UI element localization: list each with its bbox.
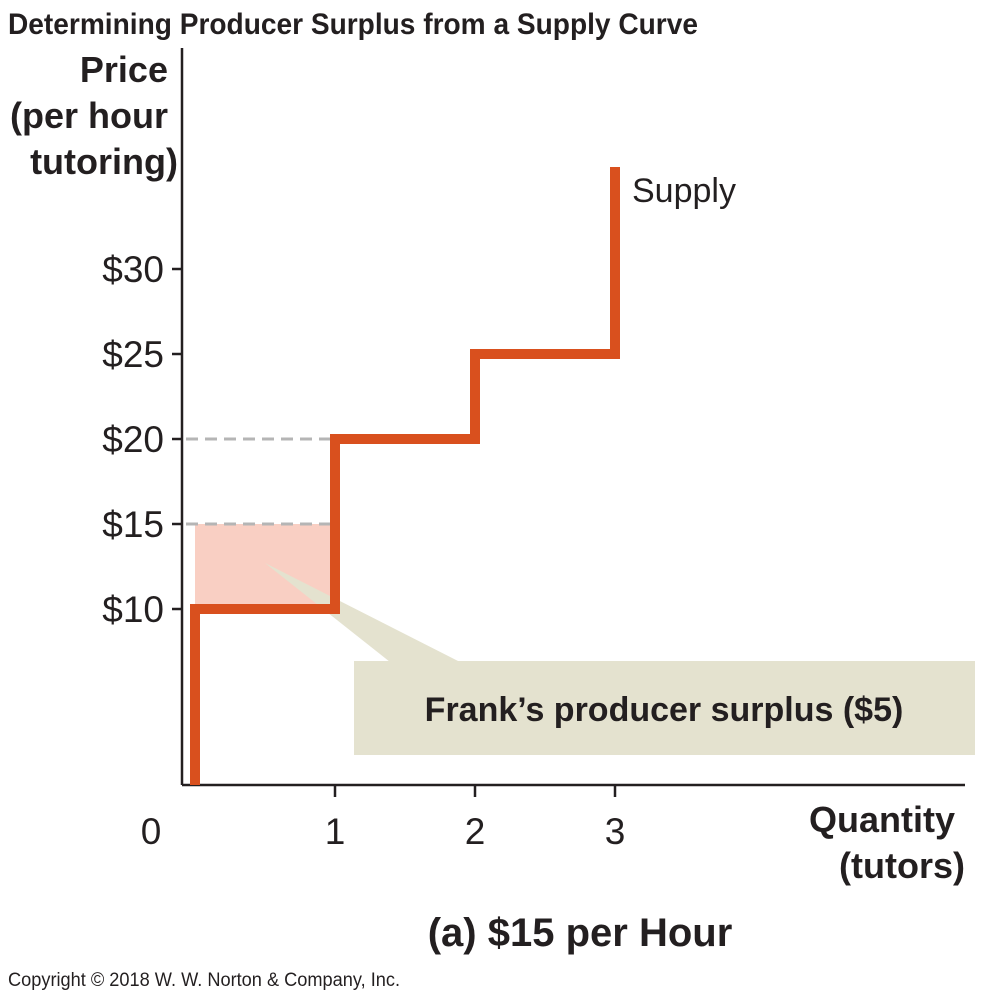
- y-axis-label-line-3: tutoring): [30, 141, 178, 182]
- x-tick-label-1: 1: [325, 811, 346, 852]
- y-axis-label-line-1: Price: [80, 49, 168, 90]
- x-tick-label-2: 2: [465, 811, 486, 852]
- y-tick-label-15: $15: [102, 504, 164, 545]
- x-axis-label: Quantity (tutors): [809, 799, 965, 886]
- x-tick-label-0: 0: [141, 811, 162, 852]
- x-axis-label-line-2: (tutors): [839, 845, 965, 886]
- copyright-notice: Copyright © 2018 W. W. Norton & Company,…: [8, 970, 400, 991]
- y-tick-label-30: $30: [102, 249, 164, 290]
- callout-box: [354, 661, 975, 755]
- y-tick-label-10: $10: [102, 589, 164, 630]
- x-axis-label-line-1: Quantity: [809, 799, 955, 840]
- callout-pointer: [265, 563, 460, 662]
- callout-text: Frank’s producer surplus ($5): [425, 691, 904, 729]
- y-axis-label: Price (per hour tutoring): [10, 49, 178, 182]
- supply-curve-label: Supply: [632, 172, 736, 210]
- y-tick-label-25: $25: [102, 334, 164, 375]
- figure-title: Determining Producer Surplus from a Supp…: [8, 8, 698, 41]
- y-tick-label-20: $20: [102, 419, 164, 460]
- y-axis-label-line-2: (per hour: [10, 95, 168, 136]
- panel-subtitle: (a) $15 per Hour: [428, 911, 733, 955]
- supply-curve: [190, 167, 620, 785]
- x-tick-label-3: 3: [605, 811, 626, 852]
